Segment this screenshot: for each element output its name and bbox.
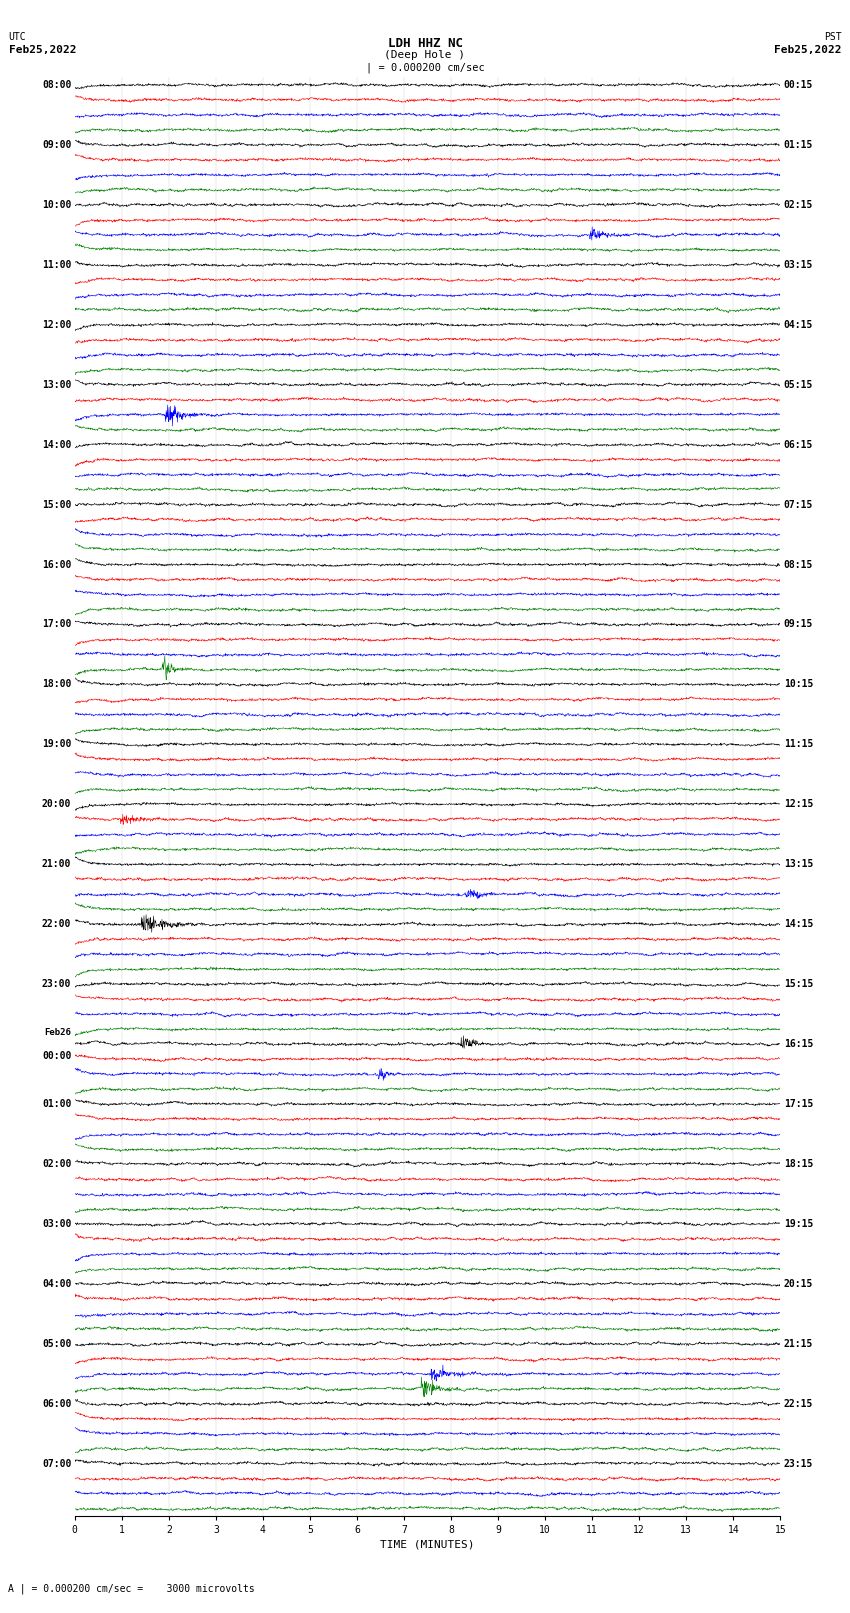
Text: Feb25,2022: Feb25,2022 [8, 45, 76, 55]
Text: 02:15: 02:15 [784, 200, 813, 210]
Text: 07:00: 07:00 [42, 1458, 71, 1469]
Text: LDH HHZ NC: LDH HHZ NC [388, 37, 462, 50]
Text: 03:15: 03:15 [784, 260, 813, 269]
Text: 21:15: 21:15 [784, 1339, 813, 1348]
Text: 12:00: 12:00 [42, 319, 71, 329]
Text: Feb25,2022: Feb25,2022 [774, 45, 842, 55]
Text: 15:00: 15:00 [42, 500, 71, 510]
Text: 08:15: 08:15 [784, 560, 813, 569]
Text: 01:15: 01:15 [784, 140, 813, 150]
Text: 14:00: 14:00 [42, 440, 71, 450]
Text: 01:00: 01:00 [42, 1098, 71, 1110]
Text: UTC: UTC [8, 32, 26, 42]
Text: 19:00: 19:00 [42, 739, 71, 750]
Text: A | = 0.000200 cm/sec =    3000 microvolts: A | = 0.000200 cm/sec = 3000 microvolts [8, 1582, 255, 1594]
Text: 15:15: 15:15 [784, 979, 813, 989]
Text: 18:00: 18:00 [42, 679, 71, 689]
Text: 14:15: 14:15 [784, 919, 813, 929]
Text: 13:00: 13:00 [42, 379, 71, 390]
Text: 07:15: 07:15 [784, 500, 813, 510]
Text: 05:15: 05:15 [784, 379, 813, 390]
Text: 23:00: 23:00 [42, 979, 71, 989]
Text: 22:00: 22:00 [42, 919, 71, 929]
Text: 06:00: 06:00 [42, 1398, 71, 1408]
Text: 05:00: 05:00 [42, 1339, 71, 1348]
Text: PST: PST [824, 32, 842, 42]
Text: 09:15: 09:15 [784, 619, 813, 629]
Text: 06:15: 06:15 [784, 440, 813, 450]
Text: | = 0.000200 cm/sec: | = 0.000200 cm/sec [366, 63, 484, 74]
Text: 00:00: 00:00 [42, 1050, 71, 1061]
Text: 17:00: 17:00 [42, 619, 71, 629]
Text: 16:15: 16:15 [784, 1039, 813, 1048]
Text: 00:15: 00:15 [784, 81, 813, 90]
Text: 10:00: 10:00 [42, 200, 71, 210]
Text: 17:15: 17:15 [784, 1098, 813, 1110]
Text: (Deep Hole ): (Deep Hole ) [384, 50, 466, 60]
Text: 13:15: 13:15 [784, 860, 813, 869]
Text: 20:15: 20:15 [784, 1279, 813, 1289]
Text: 16:00: 16:00 [42, 560, 71, 569]
Text: 09:00: 09:00 [42, 140, 71, 150]
Text: 02:00: 02:00 [42, 1160, 71, 1169]
Text: 11:00: 11:00 [42, 260, 71, 269]
Text: 19:15: 19:15 [784, 1219, 813, 1229]
Text: 23:15: 23:15 [784, 1458, 813, 1469]
Text: 03:00: 03:00 [42, 1219, 71, 1229]
Text: 18:15: 18:15 [784, 1160, 813, 1169]
X-axis label: TIME (MINUTES): TIME (MINUTES) [380, 1539, 475, 1550]
Text: 10:15: 10:15 [784, 679, 813, 689]
Text: 21:00: 21:00 [42, 860, 71, 869]
Text: 12:15: 12:15 [784, 800, 813, 810]
Text: 08:00: 08:00 [42, 81, 71, 90]
Text: 22:15: 22:15 [784, 1398, 813, 1408]
Text: 11:15: 11:15 [784, 739, 813, 750]
Text: 04:15: 04:15 [784, 319, 813, 329]
Text: 20:00: 20:00 [42, 800, 71, 810]
Text: Feb26: Feb26 [44, 1027, 71, 1037]
Text: 04:00: 04:00 [42, 1279, 71, 1289]
